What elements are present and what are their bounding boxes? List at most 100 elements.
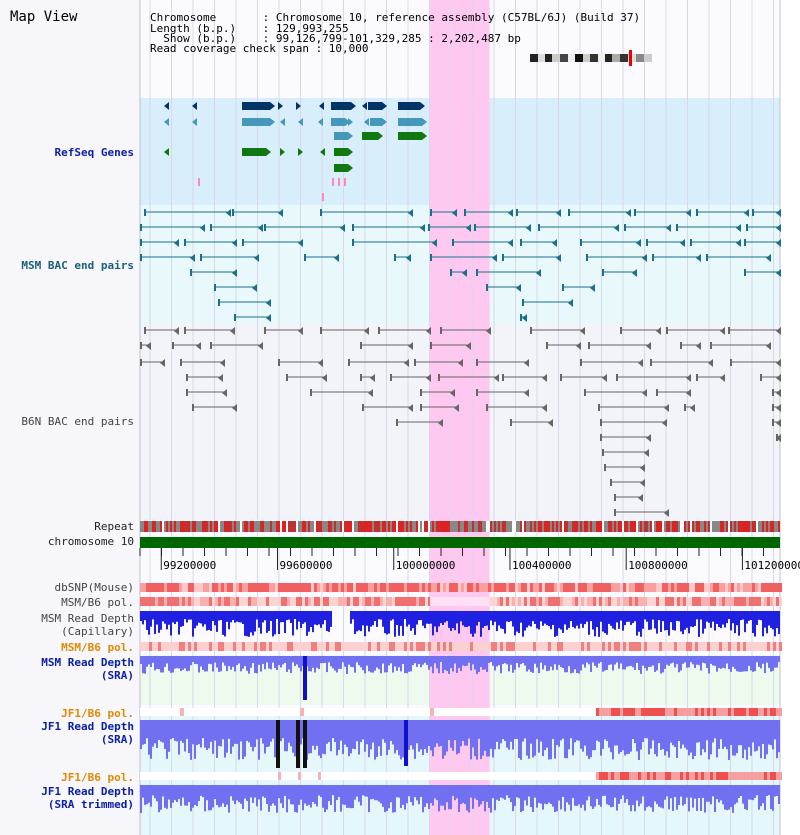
polymorphism-cell: [758, 708, 761, 716]
depth-bar: [498, 785, 500, 802]
track-label-jf1-b6-pol-2[interactable]: JF1/B6 pol.: [61, 771, 134, 784]
depth-bar: [746, 656, 748, 672]
repeat-segment: [644, 521, 646, 532]
track-label-msm-depth-sra[interactable]: MSM Read Depth: [41, 656, 134, 669]
depth-bar: [244, 720, 246, 757]
track-label-b6n-bac[interactable]: B6N BAC end pairs: [21, 415, 134, 428]
repeat-segment: [778, 521, 780, 532]
polymorphism-cell: [524, 642, 527, 651]
repeat-segment: [618, 521, 620, 532]
b6n-bac-pair-end: [450, 389, 455, 397]
polymorphism-cell: [194, 642, 197, 651]
depth-bar: [702, 720, 704, 750]
b6n-bac-pair-end: [646, 342, 651, 350]
polymorphism-cell: [245, 583, 248, 592]
depth-bar: [536, 656, 538, 668]
b6n-bac-pair-end: [720, 374, 725, 382]
msm-bac-pair-end: [666, 224, 671, 232]
depth-bar: [158, 656, 160, 670]
polymorphism-cell: [140, 642, 143, 651]
polymorphism-cell: [230, 597, 233, 606]
depth-bar: [322, 720, 324, 754]
polymorphism-cell: [689, 772, 692, 780]
track-label-refseq[interactable]: RefSeq Genes: [54, 146, 134, 159]
depth-bar: [580, 720, 582, 749]
track-label-jf1-depth-sra[interactable]: JF1 Read Depth: [41, 720, 134, 733]
polymorphism-cell: [275, 642, 278, 651]
depth-bar: [150, 720, 152, 759]
depth-bar: [456, 720, 458, 755]
depth-bar: [708, 785, 710, 802]
depth-bar: [720, 785, 722, 801]
depth-bar: [734, 611, 736, 634]
depth-bar: [774, 611, 776, 637]
depth-bar: [530, 611, 532, 627]
depth-bar: [680, 785, 682, 797]
repeat-segment: [746, 521, 748, 532]
polymorphism-cell: [668, 642, 671, 651]
polymorphism-cell: [698, 772, 701, 780]
depth-bar: [530, 720, 532, 744]
depth-bar: [606, 720, 608, 742]
repeat-segment: [632, 521, 634, 532]
track-label-repeat[interactable]: Repeat: [94, 520, 134, 533]
polymorphism-cell: [464, 583, 467, 592]
track-label-chromosome[interactable]: chromosome 10: [47, 535, 134, 548]
track-label-jf1-depth-trimmed[interactable]: JF1 Read Depth: [41, 785, 134, 798]
repeat-segment: [656, 521, 658, 532]
polymorphism-cell: [302, 583, 305, 592]
b6n-bac-pair-end: [588, 342, 590, 349]
repeat-segment: [744, 521, 746, 532]
depth-bar: [596, 785, 598, 799]
polymorphism-cell: [344, 642, 347, 651]
depth-bar: [454, 656, 456, 664]
track-label-msm-b6-pol-2[interactable]: MSM/B6 pol.: [61, 641, 134, 654]
b6n-bac-pair-end: [650, 359, 652, 366]
polymorphism-cell: [170, 597, 173, 606]
polymorphism-cell: [182, 583, 185, 592]
depth-bar: [694, 785, 696, 799]
track-label-jf1-b6-pol-1[interactable]: JF1/B6 pol.: [61, 707, 134, 720]
depth-bar: [548, 785, 550, 803]
repeat-segment: [460, 521, 462, 532]
depth-bar: [646, 611, 648, 622]
polymorphism-cell: [770, 708, 773, 716]
depth-bar: [164, 656, 166, 667]
depth-bar: [704, 611, 706, 629]
info-line-coverage: Read coverage check span : 10,000: [150, 42, 369, 55]
msm-bac-pair-end: [508, 239, 513, 247]
depth-bar: [746, 720, 748, 760]
gene-arrow: [348, 132, 353, 140]
track-label-dbsnp[interactable]: dbSNP(Mouse): [54, 581, 134, 594]
polymorphism-cell: [407, 583, 410, 592]
depth-bar: [430, 656, 432, 667]
depth-bar: [718, 611, 720, 628]
b6n-bac-pair-end: [646, 434, 651, 442]
depth-bar: [330, 656, 332, 667]
depth-bar: [534, 611, 536, 624]
polymorphism-cell: [236, 583, 239, 592]
depth-bar: [538, 785, 540, 803]
repeat-segment: [474, 521, 476, 532]
depth-bar: [688, 785, 690, 812]
depth-bar: [318, 611, 320, 625]
depth-bar: [578, 656, 580, 674]
polymorphism-cell: [356, 642, 359, 651]
depth-bar: [142, 785, 144, 798]
polymorphism-cell: [353, 583, 356, 592]
polymorphism-cell: [770, 772, 773, 780]
depth-bar: [262, 656, 264, 664]
depth-bar: [574, 611, 576, 629]
depth-bar: [400, 611, 402, 626]
depth-bar: [392, 656, 394, 673]
b6n-bac-pair-end: [378, 327, 380, 334]
info-line-chromosome: Chromosome : Chromosome 10, reference as…: [150, 11, 641, 24]
depth-bar: [318, 720, 320, 756]
polymorphism-cell: [623, 583, 626, 592]
depth-bar: [158, 611, 160, 633]
track-label-msm-b6-pol-1[interactable]: MSM/B6 pol.: [61, 596, 134, 609]
track-label-msm-depth-capillary[interactable]: MSM Read Depth: [41, 612, 134, 625]
polymorphism-cell: [485, 583, 488, 592]
track-label-msm-bac[interactable]: MSM BAC end pairs: [21, 259, 134, 272]
